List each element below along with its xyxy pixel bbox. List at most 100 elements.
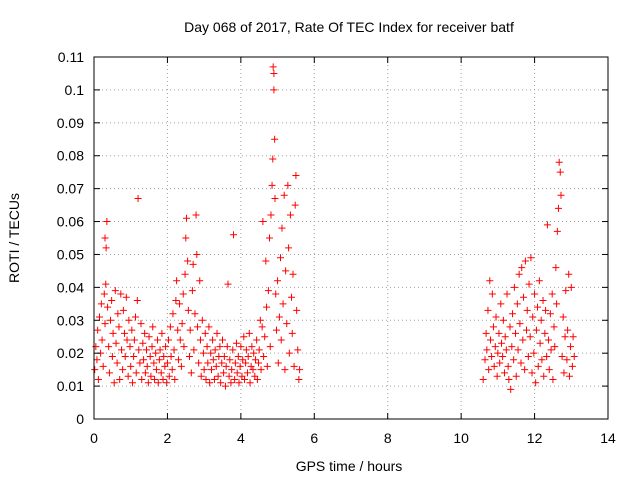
data-point [155, 356, 163, 364]
data-point [209, 336, 217, 344]
data-point [284, 181, 292, 189]
chart-title: Day 068 of 2017, Rate Of TEC Index for r… [184, 19, 514, 35]
data-point [187, 369, 195, 377]
data-point [222, 362, 230, 370]
data-point [257, 366, 265, 374]
data-point [233, 369, 241, 377]
data-point [151, 376, 159, 384]
y-tick-label: 0.02 [57, 345, 84, 361]
data-point [539, 297, 547, 305]
data-point [487, 336, 495, 344]
data-point [491, 343, 499, 351]
data-point [518, 264, 526, 272]
data-point [554, 204, 562, 212]
y-tick-label: 0.06 [57, 214, 84, 230]
data-point [249, 366, 257, 374]
grid [94, 57, 608, 419]
data-point [226, 356, 234, 364]
data-point [189, 260, 197, 268]
data-point [542, 306, 550, 314]
data-point [143, 346, 151, 354]
data-point [146, 352, 154, 360]
data-point [545, 336, 553, 344]
data-point [184, 306, 192, 314]
data-point [488, 352, 496, 360]
data-point [99, 362, 107, 370]
data-point [520, 293, 528, 301]
data-point [561, 333, 569, 341]
data-point [93, 356, 101, 364]
data-point [553, 300, 561, 308]
y-tick-label: 0.01 [57, 378, 84, 394]
data-point [532, 326, 540, 334]
data-point [489, 323, 497, 331]
data-point [116, 376, 124, 384]
data-point [496, 359, 504, 367]
data-point [493, 372, 501, 380]
x-tick-label: 6 [310, 430, 318, 446]
data-point [109, 329, 117, 337]
data-point [557, 191, 565, 199]
data-point [186, 326, 194, 334]
data-point [111, 287, 119, 295]
data-point [562, 287, 570, 295]
data-point [188, 287, 196, 295]
data-point [253, 376, 261, 384]
data-point [115, 323, 123, 331]
data-point [100, 290, 108, 298]
data-point [130, 336, 138, 344]
data-point [158, 329, 166, 337]
data-point [241, 376, 249, 384]
data-point [204, 359, 212, 367]
data-point [495, 329, 503, 337]
data-point [173, 277, 181, 285]
data-point [527, 254, 535, 262]
data-point [138, 376, 146, 384]
data-point [159, 376, 167, 384]
data-point [488, 290, 496, 298]
data-point [255, 346, 263, 354]
data-point [121, 352, 129, 360]
data-point [537, 316, 545, 324]
data-point [516, 320, 524, 328]
data-point [285, 244, 293, 252]
data-point [490, 362, 498, 370]
data-point [296, 366, 304, 374]
data-point [166, 323, 174, 331]
data-point [289, 270, 297, 278]
data-point [266, 343, 274, 351]
data-point [264, 287, 272, 295]
data-point [501, 333, 509, 341]
data-point [256, 316, 264, 324]
data-point [178, 320, 186, 328]
data-point [207, 349, 215, 357]
x-axis-label: GPS time / hours [296, 458, 403, 474]
data-point [268, 181, 276, 189]
data-point [525, 280, 533, 288]
data-point [279, 300, 287, 308]
data-point [534, 303, 542, 311]
y-tick-label: 0.08 [57, 148, 84, 164]
data-point [230, 231, 238, 239]
data-point [242, 359, 250, 367]
data-point [148, 343, 156, 351]
data-point [523, 306, 531, 314]
data-point [522, 326, 530, 334]
data-point [506, 323, 514, 331]
data-point [240, 333, 248, 341]
y-axis-ticks: 0 0.01 0.02 0.03 0.04 0.05 0.06 0.07 0.08 0.09 0.1… [57, 49, 608, 427]
data-point [98, 336, 106, 344]
data-point [154, 379, 162, 387]
data-point [543, 221, 551, 229]
data-point [246, 379, 254, 387]
data-point [531, 290, 539, 298]
data-point [236, 362, 244, 370]
x-tick-label: 12 [527, 430, 543, 446]
data-point [293, 306, 301, 314]
data-point [288, 293, 296, 301]
data-point [242, 346, 250, 354]
data-point [223, 343, 231, 351]
data-point [167, 352, 175, 360]
data-point [484, 306, 492, 314]
data-point [220, 352, 228, 360]
